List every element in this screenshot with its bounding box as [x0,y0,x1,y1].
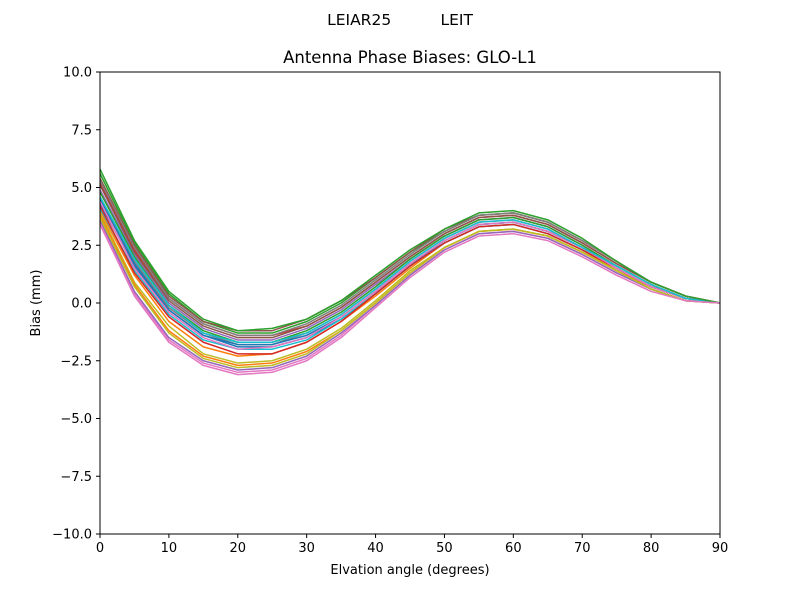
y-axis-label: Bias (mm) [29,270,44,337]
y-tick-label: 0.0 [71,297,92,312]
x-tick-label: 80 [643,541,660,556]
x-tick-label: 70 [574,541,591,556]
x-axis-ticks: 0 10 20 30 40 50 60 70 80 90 [96,534,728,556]
y-tick-label: 10.0 [63,66,92,81]
x-tick-label: 60 [505,541,522,556]
y-tick-label: −10.0 [52,528,92,543]
figure-suptitle: LEIAR25 LEIT [327,11,473,29]
series-line-azimuth-15 [99,184,721,339]
x-tick-label: 0 [96,541,104,556]
y-tick-label: −7.5 [60,470,92,485]
y-axis-ticks: −10.0 −7.5 −5.0 −2.5 0.0 2.5 5.0 7.5 10.0 [52,66,100,543]
y-tick-label: 2.5 [71,239,92,254]
series-line-azimuth-16 [99,201,721,350]
y-tick-label: −2.5 [60,354,92,369]
series-line-azimuth-20 [99,168,721,332]
y-tick-label: 7.5 [71,123,92,138]
x-tick-label: 90 [712,541,729,556]
x-tick-label: 30 [298,541,315,556]
series-line-azimuth-19 [99,196,721,344]
x-tick-label: 20 [230,541,247,556]
y-tick-label: 5.0 [71,181,92,196]
x-tick-label: 40 [367,541,384,556]
x-axis-label: Elvation angle (degrees) [330,563,489,578]
series-line-azimuth-18 [99,217,721,369]
series-line-azimuth-14 [99,219,721,371]
chart-title: Antenna Phase Biases: GLO-L1 [283,48,537,67]
x-tick-label: 10 [161,541,178,556]
series-line-azimuth-21 [99,224,721,376]
y-tick-label: −5.0 [60,412,92,427]
series-layer [99,168,721,376]
x-tick-label: 50 [436,541,453,556]
